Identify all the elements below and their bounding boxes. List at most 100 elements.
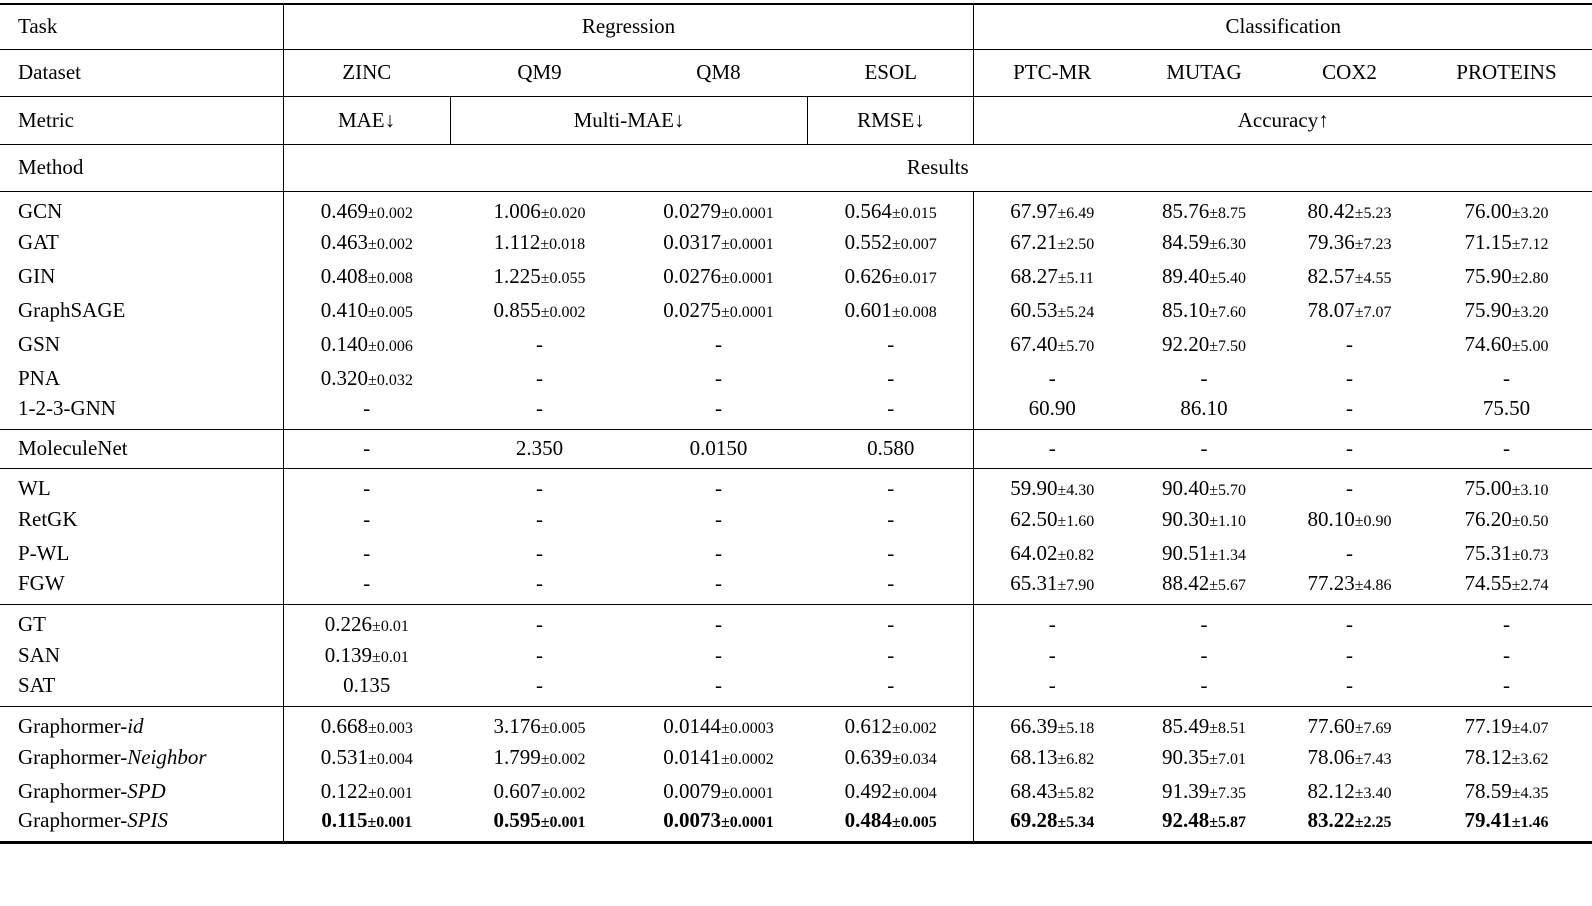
result-cell: 64.02±0.82 — [973, 536, 1130, 570]
std-dev: ±0.002 — [368, 235, 413, 253]
result-cell: 0.564±0.015 — [844, 198, 937, 223]
method-label: Method — [0, 144, 284, 192]
std-dev: ±7.23 — [1354, 235, 1392, 253]
std-dev: ±4.86 — [1354, 576, 1392, 594]
std-dev: ±0.008 — [891, 303, 937, 321]
result-cell: 74.55±2.74 — [1420, 570, 1592, 605]
result-cell: - — [973, 672, 1130, 707]
result-cell: 90.40±5.70 — [1161, 475, 1246, 500]
results-label: Results — [282, 144, 1592, 192]
std-dev: ±0.82 — [1057, 546, 1095, 564]
result-cell: 79.36±7.23 — [1307, 229, 1392, 254]
dataset-header-row: Dataset ZINC QM9 QM8 ESOL PTC-MR MUTAG C… — [0, 49, 1592, 97]
std-dev: ±3.20 — [1511, 204, 1549, 222]
result-cell: 71.15±7.12 — [1464, 229, 1549, 254]
result-cell: - — [450, 395, 629, 430]
result-cell: 1.225±0.055 — [493, 263, 586, 288]
result-cell: 67.21±2.50 — [973, 225, 1130, 259]
result-cell: 0.0275±0.0001 — [663, 297, 774, 322]
result-cell: - — [807, 672, 974, 707]
std-dev: ±0.002 — [540, 303, 586, 321]
std-dev: ±5.18 — [1057, 719, 1095, 737]
result-cell: 85.10±7.60 — [1161, 297, 1246, 322]
result-cell: - — [536, 365, 544, 390]
result-cell: - — [973, 361, 1130, 395]
result-cell: 59.90±4.30 — [973, 468, 1130, 502]
std-dev: ±1.34 — [1209, 546, 1246, 564]
std-dev: ±0.0001 — [720, 784, 774, 802]
result-cell: - — [282, 570, 451, 605]
task-label: Task — [0, 4, 284, 50]
method-name: GraphSAGE — [18, 297, 126, 322]
result-cell: - — [536, 642, 544, 667]
result-cell: 0.0317±0.0001 — [663, 229, 774, 254]
result-cell: - — [1278, 395, 1421, 430]
result-cell: - — [714, 611, 722, 636]
method-name: Graphormer-SPD — [18, 778, 166, 803]
std-dev: ±2.50 — [1057, 235, 1095, 253]
metric-label: Metric — [0, 96, 284, 145]
std-dev: ±8.51 — [1209, 719, 1246, 737]
std-dev: ±5.11 — [1057, 269, 1094, 287]
result-cell: 0.410±0.005 — [282, 293, 451, 327]
std-dev: ±4.07 — [1511, 719, 1549, 737]
metric-multi-mae: Multi-MAE↓ — [450, 96, 808, 145]
result-cell: - — [536, 331, 544, 356]
result-cell: 0.115±0.001 — [282, 808, 451, 842]
table-row: 1-2-3-GNN - - - -60.90 86.10-75.50 — [0, 395, 1592, 430]
method-name: GAT — [18, 229, 59, 254]
result-cell: 67.97±6.49 — [973, 191, 1130, 225]
result-cell: 1.799±0.002 — [493, 744, 586, 769]
result-cell: - — [807, 570, 974, 605]
table-row: GraphSAGE 0.410±0.005 0.855±0.002 0.0275±0.… — [0, 293, 1592, 327]
std-dev: ±0.01 — [372, 617, 409, 635]
result-cell: - — [1420, 429, 1592, 469]
dataset-esol: ESOL — [807, 49, 974, 97]
result-cell: - — [1278, 672, 1421, 707]
result-cell: 0.469±0.002 — [282, 191, 451, 225]
result-cell: 0.408±0.008 — [282, 259, 451, 293]
result-cell: 0.855±0.002 — [493, 297, 586, 322]
result-cell: 82.57±4.55 — [1307, 263, 1392, 288]
dataset-qm8: QM8 — [628, 49, 808, 97]
table-row: FGW - - - -65.31±7.90 88.42±5.67 77.23±4.86 74.… — [0, 570, 1592, 605]
result-cell: 85.49±8.51 — [1161, 713, 1246, 738]
result-cell: 0.135 — [282, 672, 451, 707]
result-cell: 60.53±5.24 — [973, 293, 1130, 327]
std-dev: ±0.003 — [368, 719, 413, 737]
result-cell: - — [628, 395, 808, 430]
std-dev: ±0.0003 — [720, 719, 774, 737]
result-cell: 91.39±7.35 — [1161, 778, 1246, 803]
result-cell: 0.595±0.001 — [493, 808, 586, 833]
std-dev: ±0.001 — [540, 814, 586, 832]
dataset-qm9: QM9 — [450, 49, 629, 97]
result-cell: 0.0141±0.0002 — [663, 744, 774, 769]
result-cell: - — [1345, 475, 1353, 500]
table-row: Graphormer-SPD 0.122±0.001 0.607±0.002 0.00… — [0, 774, 1592, 808]
dataset-cox2: COX2 — [1278, 49, 1421, 97]
result-cell: - — [1420, 672, 1592, 707]
metric-header-row: Metric MAE↓ Multi-MAE↓ RMSE↓ Accuracy↑ — [0, 96, 1592, 145]
method-name-variant: id — [127, 713, 144, 738]
dataset-zinc: ZINC — [282, 49, 451, 97]
std-dev: ±7.69 — [1354, 719, 1392, 737]
dataset-label: Dataset — [0, 49, 284, 97]
result-cell: - — [536, 611, 544, 636]
std-dev: ±0.0001 — [720, 814, 774, 832]
table-row: SAT 0.135- - - - - - - — [0, 672, 1592, 707]
metric-rmse: RMSE↓ — [807, 96, 974, 145]
result-cell: 92.48±5.87 — [1161, 808, 1246, 833]
method-header-row: Method Results — [0, 144, 1592, 192]
result-cell: 90.51±1.34 — [1161, 540, 1246, 565]
result-cell: 78.59±4.35 — [1464, 778, 1549, 803]
std-dev: ±6.82 — [1057, 750, 1095, 768]
std-dev: ±5.23 — [1354, 204, 1392, 222]
std-dev: ±2.80 — [1511, 269, 1549, 287]
table-row: WL - - - - 59.90±4.30 90.40±5.70 - 75.00±3.10 — [0, 468, 1592, 502]
table-row: GT 0.226±0.01 - - - - - - - — [0, 604, 1592, 638]
result-cell: 60.90 — [973, 395, 1130, 430]
std-dev: ±0.020 — [540, 204, 586, 222]
std-dev: ±5.34 — [1057, 814, 1095, 832]
std-dev: ±0.004 — [368, 750, 413, 768]
result-cell: 0.226±0.01 — [282, 604, 451, 638]
